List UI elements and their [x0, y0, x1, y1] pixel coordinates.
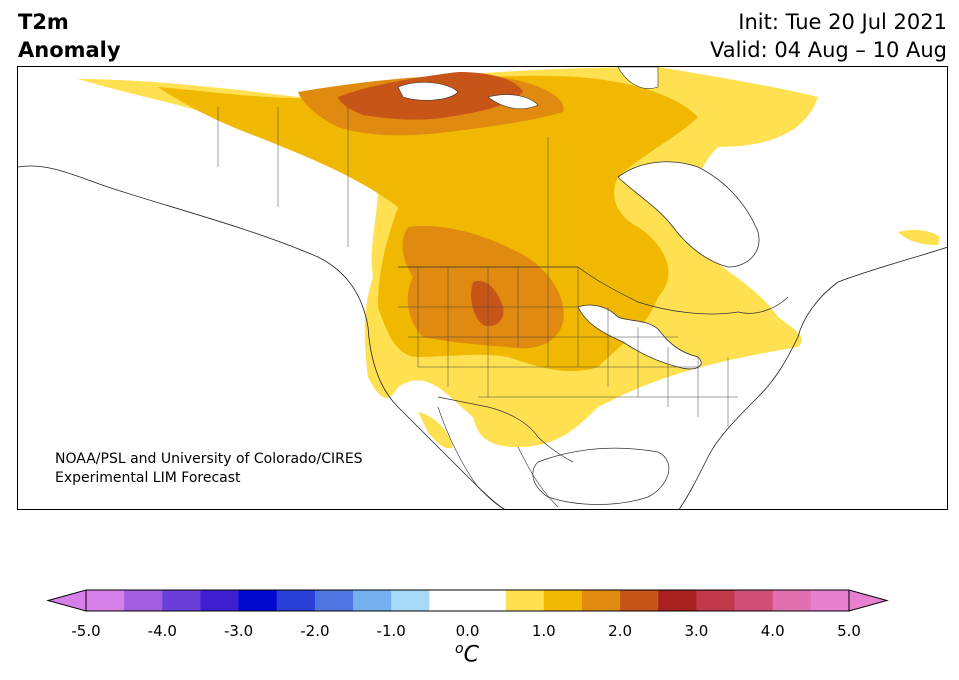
- state-lines: [217, 107, 738, 427]
- colorbar-segments: [46, 589, 889, 612]
- map-svg: [18, 67, 947, 509]
- colorbar-segment: [581, 590, 621, 611]
- colorbar-tick-label: 4.0: [760, 622, 785, 640]
- colorbar-segment: [696, 590, 736, 611]
- colorbar-segment: [467, 590, 507, 611]
- hudson-bay: [617, 161, 760, 268]
- colorbar-segment: [238, 590, 278, 611]
- colorbar-segment: [200, 590, 240, 611]
- anomaly-region-level4: [471, 281, 504, 327]
- colorbar-segment: [810, 590, 850, 611]
- us-mexico-border: [437, 396, 574, 463]
- anomaly-region-level1c: [418, 412, 453, 449]
- colorbar-segment: [734, 590, 774, 611]
- colorbar-outline: [85, 589, 850, 612]
- init-date: Init: Tue 20 Jul 2021: [738, 10, 947, 34]
- colorbar-tick-label: -2.0: [300, 622, 330, 640]
- colorbar-tick-label: 2.0: [608, 622, 633, 640]
- valid-dates: Valid: 04 Aug – 10 Aug: [709, 38, 947, 62]
- colorbar-segment: [86, 590, 125, 611]
- colorbar-segment: [658, 590, 697, 611]
- colorbar-segment: [162, 590, 201, 611]
- title-line-1: T2m: [18, 10, 69, 34]
- colorbar-tick-label: 0.0: [455, 622, 480, 640]
- colorbar-segment: [620, 590, 659, 611]
- gulf-of-mexico: [532, 447, 670, 505]
- colorbar-segment: [353, 590, 392, 611]
- colorbar: [46, 589, 889, 612]
- forecast-dates: Init: Tue 20 Jul 2021 Valid: 04 Aug – 10…: [710, 8, 947, 64]
- colorbar-tick-label: 1.0: [531, 622, 556, 640]
- credit-line-2: Experimental LIM Forecast: [55, 470, 241, 486]
- arctic-islands: [397, 67, 659, 110]
- coastline-east: [678, 246, 947, 509]
- colorbar-segment: [124, 590, 163, 611]
- colorbar-tick-label: -1.0: [376, 622, 406, 640]
- colorbar-segment: [543, 590, 583, 611]
- colorbar-unit: oC: [455, 641, 479, 667]
- chart-title: T2m Anomaly: [18, 8, 121, 64]
- coastline-west: [18, 165, 505, 509]
- colorbar-segment: [314, 590, 354, 611]
- colorbar-segment: [505, 590, 545, 611]
- us-canada-border: [398, 266, 789, 315]
- colorbar-segment: [772, 590, 812, 611]
- anomaly-map: [17, 66, 948, 510]
- colorbar-segment: [276, 590, 316, 611]
- mexico-outline: [437, 406, 559, 509]
- colorbar-tick-label: -5.0: [71, 622, 101, 640]
- colorbar-extend-high: [848, 589, 889, 612]
- anomaly-region-level1b: [898, 229, 940, 245]
- colorbar-tick-label: -3.0: [223, 622, 254, 640]
- colorbar-tick-label: -4.0: [147, 622, 177, 640]
- unit-degree: o: [455, 641, 464, 657]
- credit-line-1: NOAA/PSL and University of Colorado/CIRE…: [55, 451, 363, 467]
- anomaly-region-level2: [158, 75, 698, 372]
- colorbar-tick-label: 3.0: [684, 622, 709, 640]
- unit-letter: C: [463, 642, 479, 668]
- colorbar-extend-low: [46, 589, 87, 612]
- colorbar-segment: [391, 590, 430, 611]
- colorbar-segment: [429, 590, 468, 611]
- title-line-2: Anomaly: [18, 38, 121, 62]
- colorbar-tick-label: 5.0: [837, 622, 861, 640]
- credit-text: NOAA/PSL and University of Colorado/CIRE…: [55, 450, 363, 488]
